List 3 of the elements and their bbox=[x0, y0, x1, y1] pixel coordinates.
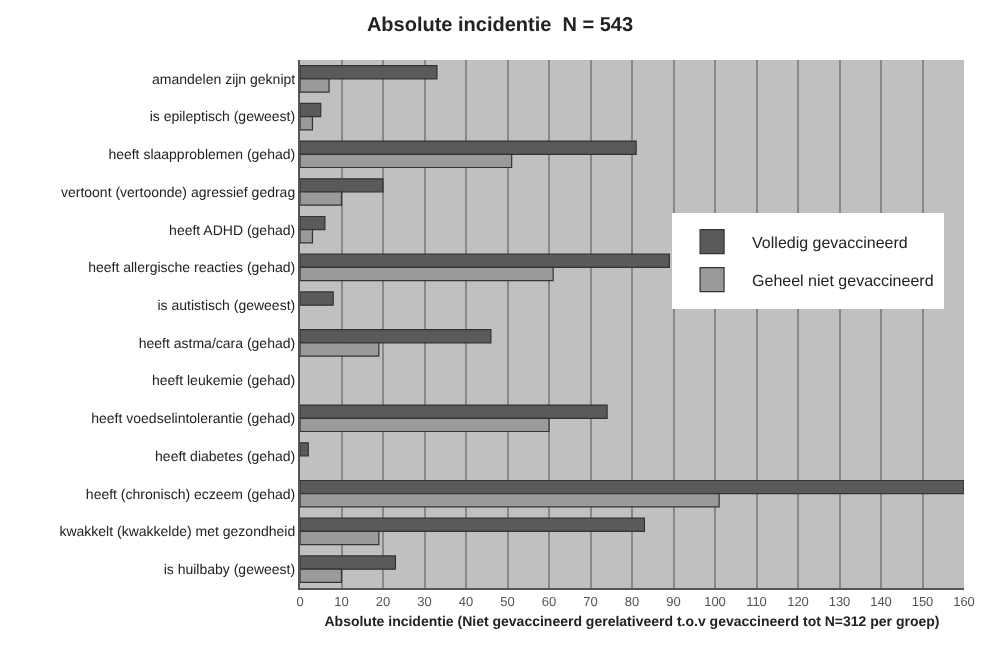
chart-title: Absolute incidentie N = 543 bbox=[366, 14, 634, 37]
legend-label: Geheel niet gevaccineerd bbox=[752, 271, 934, 290]
legend-label: Volledig gevaccineerd bbox=[752, 233, 908, 252]
